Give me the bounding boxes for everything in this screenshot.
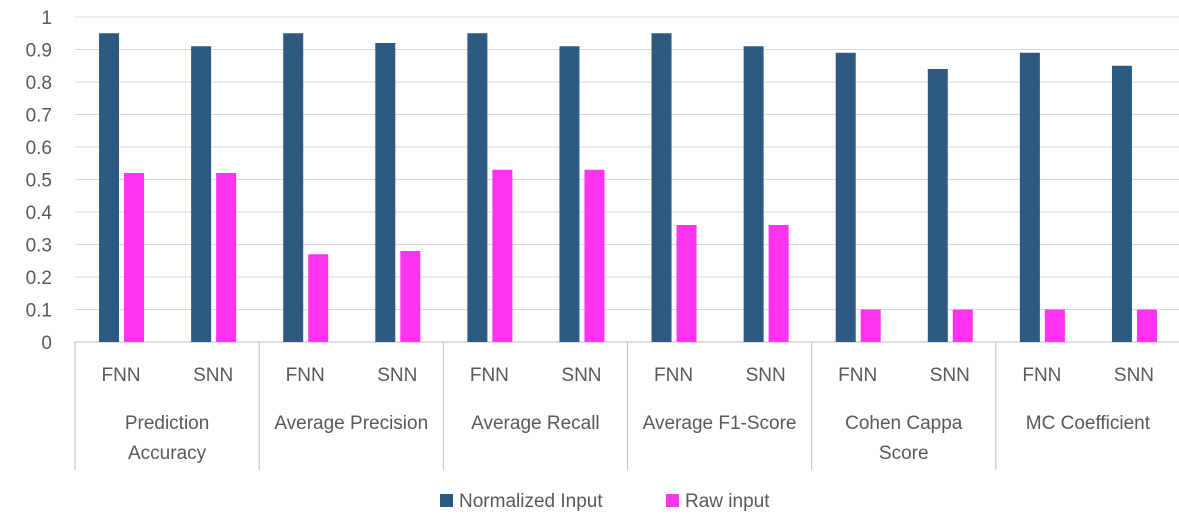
- y-tick-label: 0.5: [26, 171, 52, 192]
- bar-normalized-input: [99, 33, 120, 342]
- legend-label: Normalized Input: [459, 491, 603, 512]
- bar-normalized-input: [835, 52, 856, 342]
- bar-normalized-input: [651, 33, 672, 342]
- group-label: Cohen Cappa: [845, 413, 963, 434]
- subcategory-label: FNN: [286, 365, 325, 386]
- bar-normalized-input: [1019, 52, 1040, 342]
- subcategory-label: FNN: [654, 365, 693, 386]
- group-label: MC Coefficient: [1026, 413, 1151, 434]
- group-label: Average F1-Score: [643, 413, 797, 434]
- y-tick-label: 0.9: [26, 41, 52, 62]
- bar-raw-input: [216, 173, 237, 342]
- bar-raw-input: [400, 251, 421, 342]
- subcategory-label: FNN: [838, 365, 877, 386]
- bars: [99, 33, 1157, 342]
- bar-normalized-input: [283, 33, 304, 342]
- group-label: Average Precision: [274, 413, 428, 434]
- subcategory-label: FNN: [1022, 365, 1061, 386]
- y-tick-label: 0.8: [26, 73, 52, 94]
- group-label: Accuracy: [128, 443, 207, 464]
- x-axis: FNN SNN Prediction Accuracy FNN SNN Average Pr…: [74, 342, 1154, 470]
- legend-swatch: [666, 494, 679, 507]
- subcategory-label: SNN: [377, 365, 417, 386]
- bar-normalized-input: [1111, 65, 1132, 342]
- bar-raw-input: [584, 169, 605, 342]
- subcategory-label: SNN: [1114, 365, 1154, 386]
- bar-raw-input: [676, 225, 697, 342]
- bar-raw-input: [492, 169, 513, 342]
- bar-normalized-input: [559, 46, 580, 342]
- bar-raw-input: [308, 254, 329, 342]
- y-tick-label: 0.1: [26, 301, 52, 322]
- y-axis-tick-labels: 0 0.1 0.2 0.3 0.4 0.5 0.6 0.7 0.8 0.9 1: [26, 8, 53, 354]
- group-label: Average Recall: [471, 413, 600, 434]
- bar-raw-input: [124, 173, 145, 342]
- bar-normalized-input: [375, 43, 396, 342]
- legend-label: Raw input: [685, 491, 770, 512]
- bar-normalized-input: [743, 46, 764, 342]
- bar-normalized-input: [191, 46, 212, 342]
- y-tick-label: 0.4: [26, 203, 53, 224]
- legend-swatch: [440, 494, 453, 507]
- group-label: Score: [879, 443, 929, 464]
- bar-raw-input: [768, 225, 789, 342]
- subcategory-label: SNN: [930, 365, 970, 386]
- bar-raw-input: [952, 309, 973, 342]
- y-tick-label: 0.6: [26, 138, 52, 159]
- bar-raw-input: [1044, 309, 1065, 342]
- y-tick-label: 1: [41, 8, 52, 29]
- bar-normalized-input: [927, 69, 948, 342]
- y-tick-label: 0.3: [26, 236, 52, 257]
- y-tick-label: 0: [41, 333, 52, 354]
- subcategory-label: FNN: [470, 365, 509, 386]
- subcategory-label: FNN: [102, 365, 141, 386]
- gridlines: [75, 16, 1179, 343]
- subcategory-label: SNN: [561, 365, 601, 386]
- bar-raw-input: [1136, 309, 1157, 342]
- bar-normalized-input: [467, 33, 488, 342]
- subcategory-label: SNN: [193, 365, 233, 386]
- bar-raw-input: [860, 309, 881, 342]
- group-label: Prediction: [125, 413, 210, 434]
- subcategory-label: SNN: [746, 365, 786, 386]
- y-tick-label: 0.7: [26, 106, 52, 127]
- y-tick-label: 0.2: [26, 268, 52, 289]
- legend: Normalized Input Raw input: [440, 491, 770, 512]
